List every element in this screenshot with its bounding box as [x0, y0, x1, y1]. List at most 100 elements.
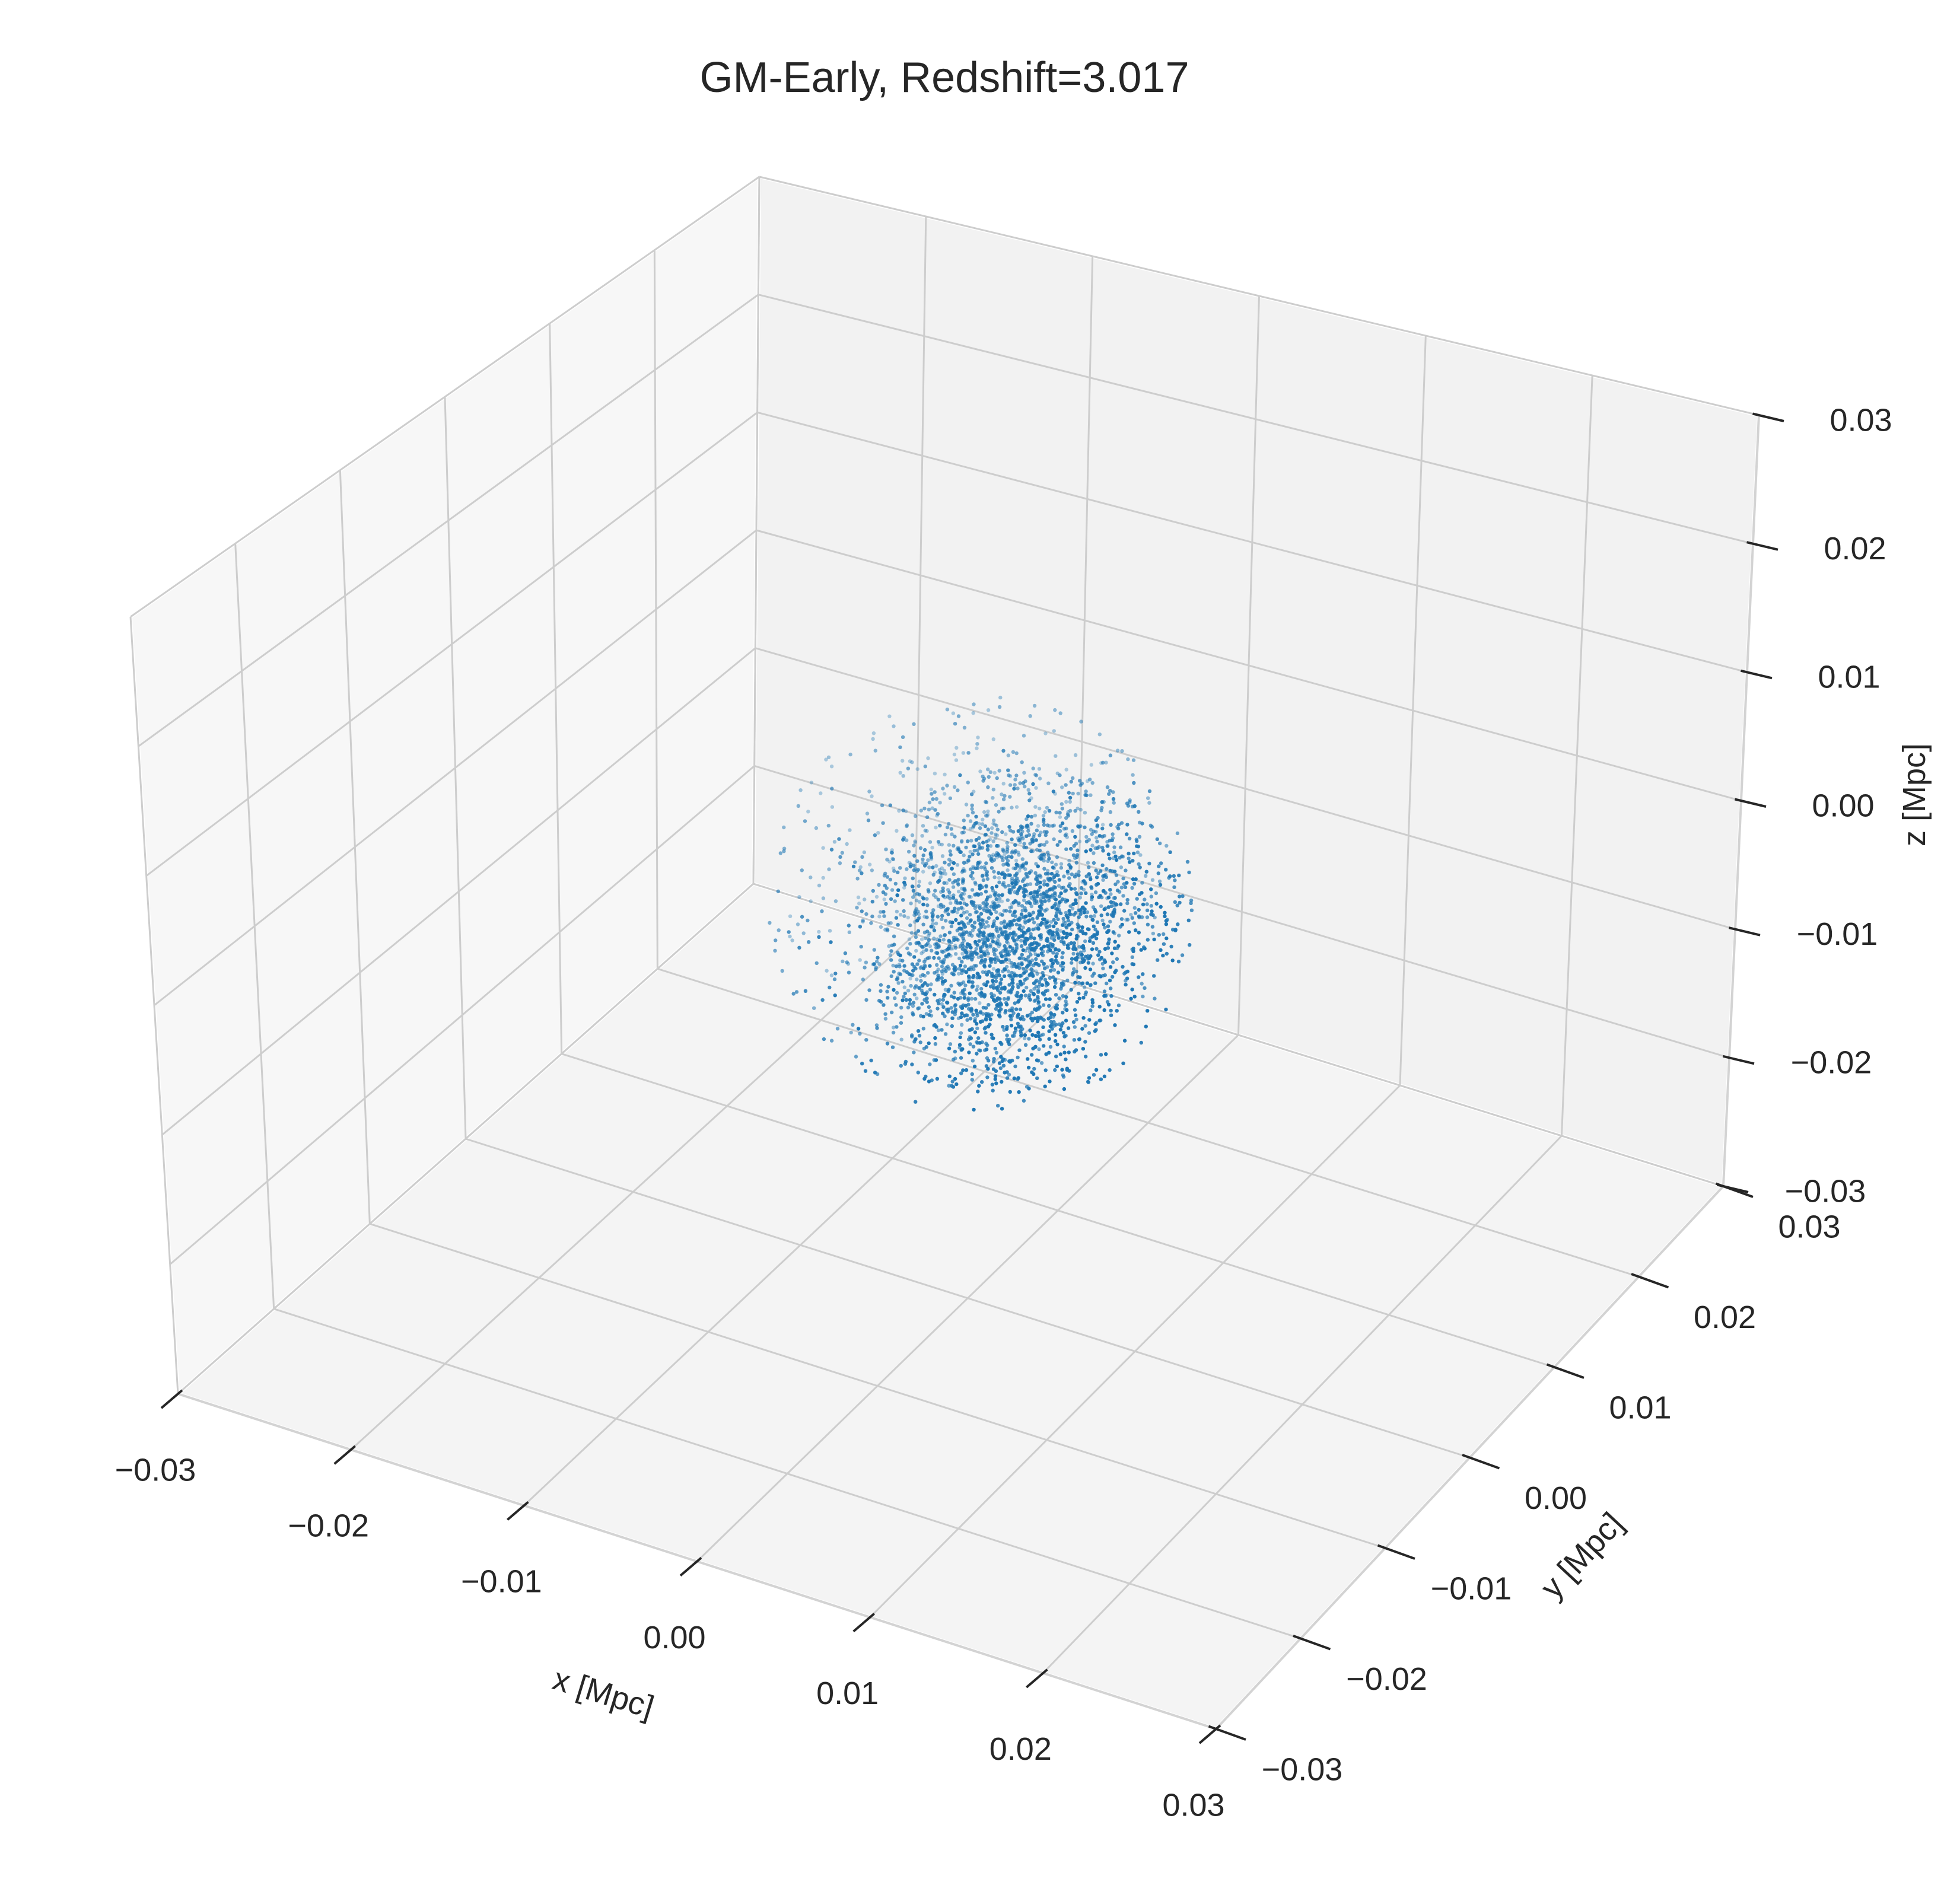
scatter-point [847, 923, 851, 928]
scatter-point [933, 808, 937, 812]
scatter-point [989, 905, 993, 909]
scatter-point [1023, 1033, 1027, 1037]
scatter-point [1007, 890, 1011, 894]
scatter-point [965, 1018, 969, 1022]
scatter-point [1000, 893, 1004, 897]
scatter-point [902, 886, 906, 890]
scatter-point [892, 934, 896, 938]
scatter-point [956, 890, 961, 894]
scatter-point [1111, 797, 1116, 801]
scatter-point [890, 1045, 895, 1049]
scatter-point [991, 924, 995, 929]
scatter-point [1038, 880, 1042, 885]
scatter-point [1026, 1057, 1030, 1061]
scatter-point [961, 751, 966, 755]
scatter-point [1011, 830, 1016, 834]
scatter-point [906, 849, 911, 854]
scatter-point [989, 831, 994, 835]
scatter-point [1055, 855, 1059, 859]
scatter-point [1023, 784, 1027, 789]
scatter-point [1131, 877, 1135, 881]
scatter-point [1114, 873, 1119, 877]
scatter-point [1164, 868, 1168, 872]
scatter-point [941, 786, 945, 791]
scatter-point [958, 963, 963, 968]
scatter-point [817, 935, 821, 940]
scatter-point [1084, 990, 1089, 995]
scatter-point [1002, 974, 1007, 979]
scatter-point [908, 1002, 912, 1006]
scatter-point [1064, 847, 1068, 852]
scatter-point [1039, 947, 1043, 951]
scatter-point [790, 938, 794, 942]
scatter-point [974, 837, 979, 842]
scatter-point [1040, 913, 1045, 917]
scatter-point [1008, 1060, 1013, 1064]
scatter-point [1125, 823, 1129, 827]
scatter-point [940, 969, 944, 973]
scatter-point [987, 916, 991, 921]
scatter-point [1013, 973, 1017, 977]
scatter-point [1090, 843, 1094, 848]
scatter-point [998, 991, 1003, 995]
scatter-point [943, 1032, 948, 1036]
scatter-point [1012, 1077, 1017, 1081]
scatter-point [1093, 910, 1098, 914]
scatter-point [833, 993, 837, 998]
scatter-point [1064, 1018, 1068, 1023]
scatter-point [1031, 992, 1036, 996]
scatter-point [972, 789, 976, 794]
scatter-point [1036, 926, 1041, 931]
scatter-point [1106, 924, 1111, 928]
scatter-point [1071, 970, 1076, 975]
x-axis-ticks: −0.03−0.02−0.010.000.010.020.03 [115, 1389, 1225, 1823]
scatter-point [905, 838, 909, 842]
scatter-point [985, 973, 989, 977]
scatter-point [883, 848, 888, 852]
scatter-point [1144, 1024, 1148, 1028]
scatter-point [954, 758, 959, 762]
scatter-point [937, 868, 942, 872]
scatter-point [994, 836, 998, 840]
scatter-point [891, 1030, 896, 1035]
scatter-point [893, 881, 898, 886]
scatter-point [983, 941, 987, 945]
y-axis-tick-mark [1208, 1725, 1246, 1741]
scatter-point [1039, 977, 1043, 981]
scatter-point [1014, 751, 1019, 756]
scatter-point [1045, 830, 1049, 835]
scatter-point [870, 914, 874, 919]
scatter-point [976, 915, 981, 919]
scatter-point [917, 900, 922, 904]
scatter-point [988, 770, 993, 775]
scatter-point [920, 834, 924, 838]
scatter-point [1055, 843, 1059, 847]
scatter-point [1172, 874, 1176, 878]
scatter-point [1135, 839, 1139, 843]
scatter-point [1060, 955, 1064, 960]
scatter-point [934, 921, 938, 926]
scatter-point [1054, 954, 1058, 959]
scatter-point [1052, 968, 1057, 972]
scatter-point [956, 714, 961, 718]
scatter-point [883, 871, 887, 876]
scatter-point [980, 1080, 984, 1084]
scatter-point [992, 957, 997, 961]
scatter-point [1079, 891, 1083, 896]
scatter-point [1093, 1029, 1097, 1033]
scatter-point [1018, 973, 1022, 978]
scatter-point [863, 966, 867, 970]
scatter-point [965, 916, 969, 921]
scatter-point [962, 910, 966, 915]
scatter-point [1036, 1030, 1041, 1035]
scatter-point [1047, 1037, 1051, 1041]
scatter-point [996, 968, 1000, 972]
scatter-point [1032, 1066, 1036, 1071]
scatter-point [1000, 1079, 1004, 1084]
scatter-point [970, 1078, 975, 1082]
scatter-point [1005, 1002, 1009, 1007]
scatter-point [841, 959, 845, 964]
scatter-point [969, 874, 973, 878]
scatter-point [923, 848, 927, 852]
scatter-point [974, 1008, 978, 1012]
